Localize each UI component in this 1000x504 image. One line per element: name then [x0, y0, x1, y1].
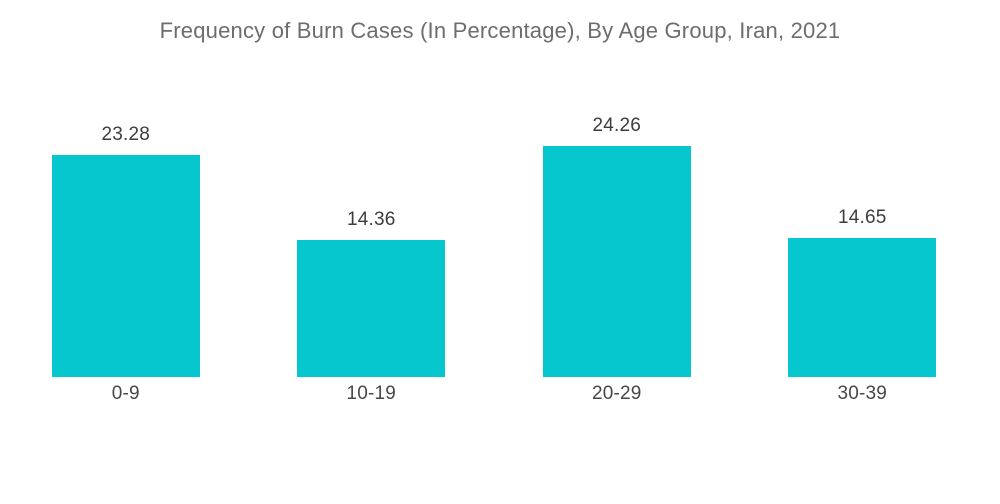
bar-group: 23.28: [3, 107, 249, 377]
category-label: 0-9: [111, 383, 140, 404]
value-label: 24.26: [592, 115, 642, 136]
category-axis: 0-9 10-19 20-29 30-39: [3, 383, 985, 405]
bar: [542, 146, 691, 377]
value-label: 14.65: [837, 206, 887, 228]
bar-group: 24.26: [494, 107, 740, 377]
bar: [788, 237, 937, 377]
bar: [51, 155, 200, 377]
chart-title: Frequency of Burn Cases (In Percentage),…: [159, 18, 841, 43]
bar-group: 14.65: [740, 107, 986, 377]
value-label: 23.28: [101, 124, 151, 146]
category-label: 10-19: [346, 383, 397, 404]
bar-group: 14.36: [249, 107, 495, 377]
value-label: 14.36: [346, 209, 396, 231]
bar: [297, 240, 446, 377]
category-label: 20-29: [591, 383, 642, 404]
plot-area: 23.28 14.36 24.26 14.65: [3, 107, 985, 377]
category-label: 30-39: [837, 383, 888, 404]
